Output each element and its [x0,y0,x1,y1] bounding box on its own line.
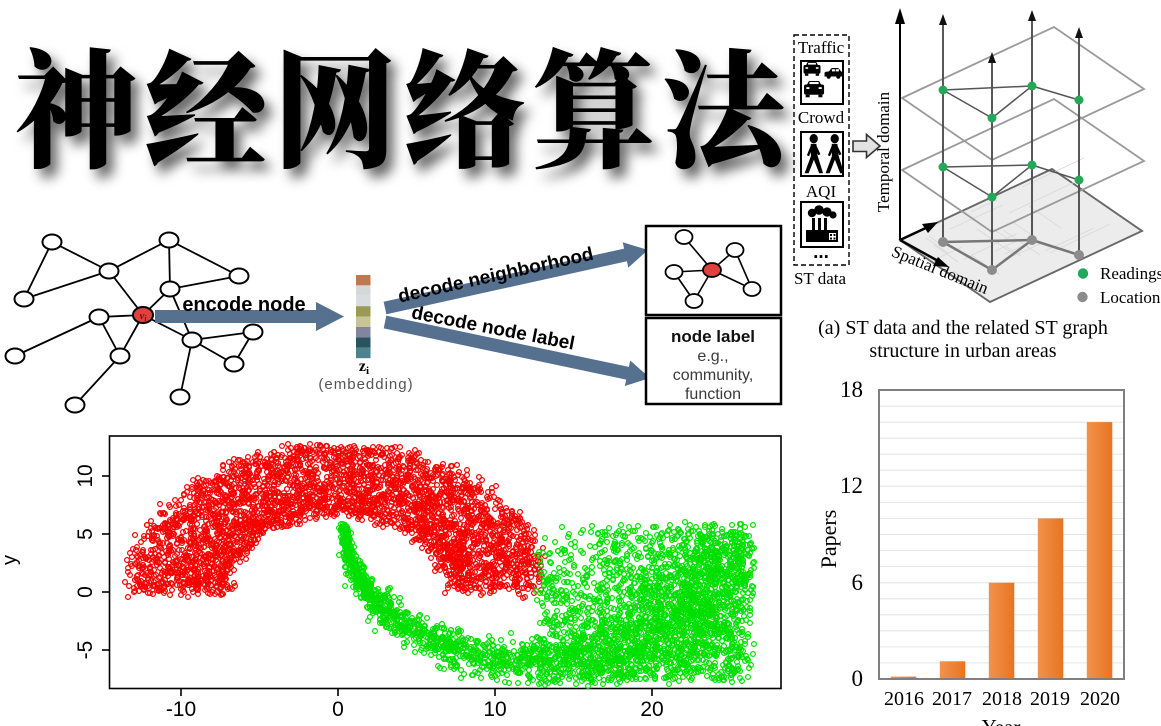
svg-text:function: function [685,386,741,403]
svg-text:Readings: Readings [1100,264,1161,283]
svg-text:y: y [0,555,21,565]
svg-text:Traffic: Traffic [798,38,845,57]
svg-text:encode node: encode node [182,294,305,316]
svg-text:2018: 2018 [982,688,1022,710]
svg-text:2020: 2020 [1080,688,1120,710]
svg-text:e.g.,: e.g., [697,348,728,365]
svg-text:10: 10 [483,698,506,721]
svg-text:Locations: Locations [1100,288,1161,307]
svg-text:decode neighborhood: decode neighborhood [396,244,595,308]
svg-text:community,: community, [673,367,754,384]
svg-text:structure in urban areas: structure in urban areas [869,340,1056,362]
svg-text:AQI: AQI [806,182,837,201]
svg-text:...: ... [813,242,829,263]
svg-text:12: 12 [840,473,863,498]
svg-text:Papers: Papers [816,510,841,569]
svg-text:0: 0 [332,698,344,721]
svg-text:2016: 2016 [884,688,924,710]
svg-text:2019: 2019 [1030,688,1070,710]
svg-text:Crowd: Crowd [798,108,845,127]
svg-text:ST data: ST data [794,269,847,288]
svg-text:(a) ST data and the related ST: (a) ST data and the related ST graph [818,317,1108,339]
svg-text:-5: -5 [74,641,97,660]
svg-text:-10: -10 [166,698,196,721]
svg-text:2017: 2017 [932,688,972,710]
svg-text:20: 20 [640,698,663,721]
svg-text:node label: node label [671,327,755,346]
svg-text:6: 6 [852,570,864,595]
svg-text:0: 0 [74,586,97,598]
svg-text:zi: zi [359,358,369,377]
svg-text:Year: Year [982,715,1021,726]
svg-text:(embedding): (embedding) [318,376,413,393]
svg-text:5: 5 [74,528,97,540]
svg-text:10: 10 [74,464,97,487]
svg-text:18: 18 [840,377,863,402]
svg-text:vi: vi [139,310,147,323]
svg-text:0: 0 [852,666,864,691]
svg-text:Temporal domain: Temporal domain [874,91,893,212]
